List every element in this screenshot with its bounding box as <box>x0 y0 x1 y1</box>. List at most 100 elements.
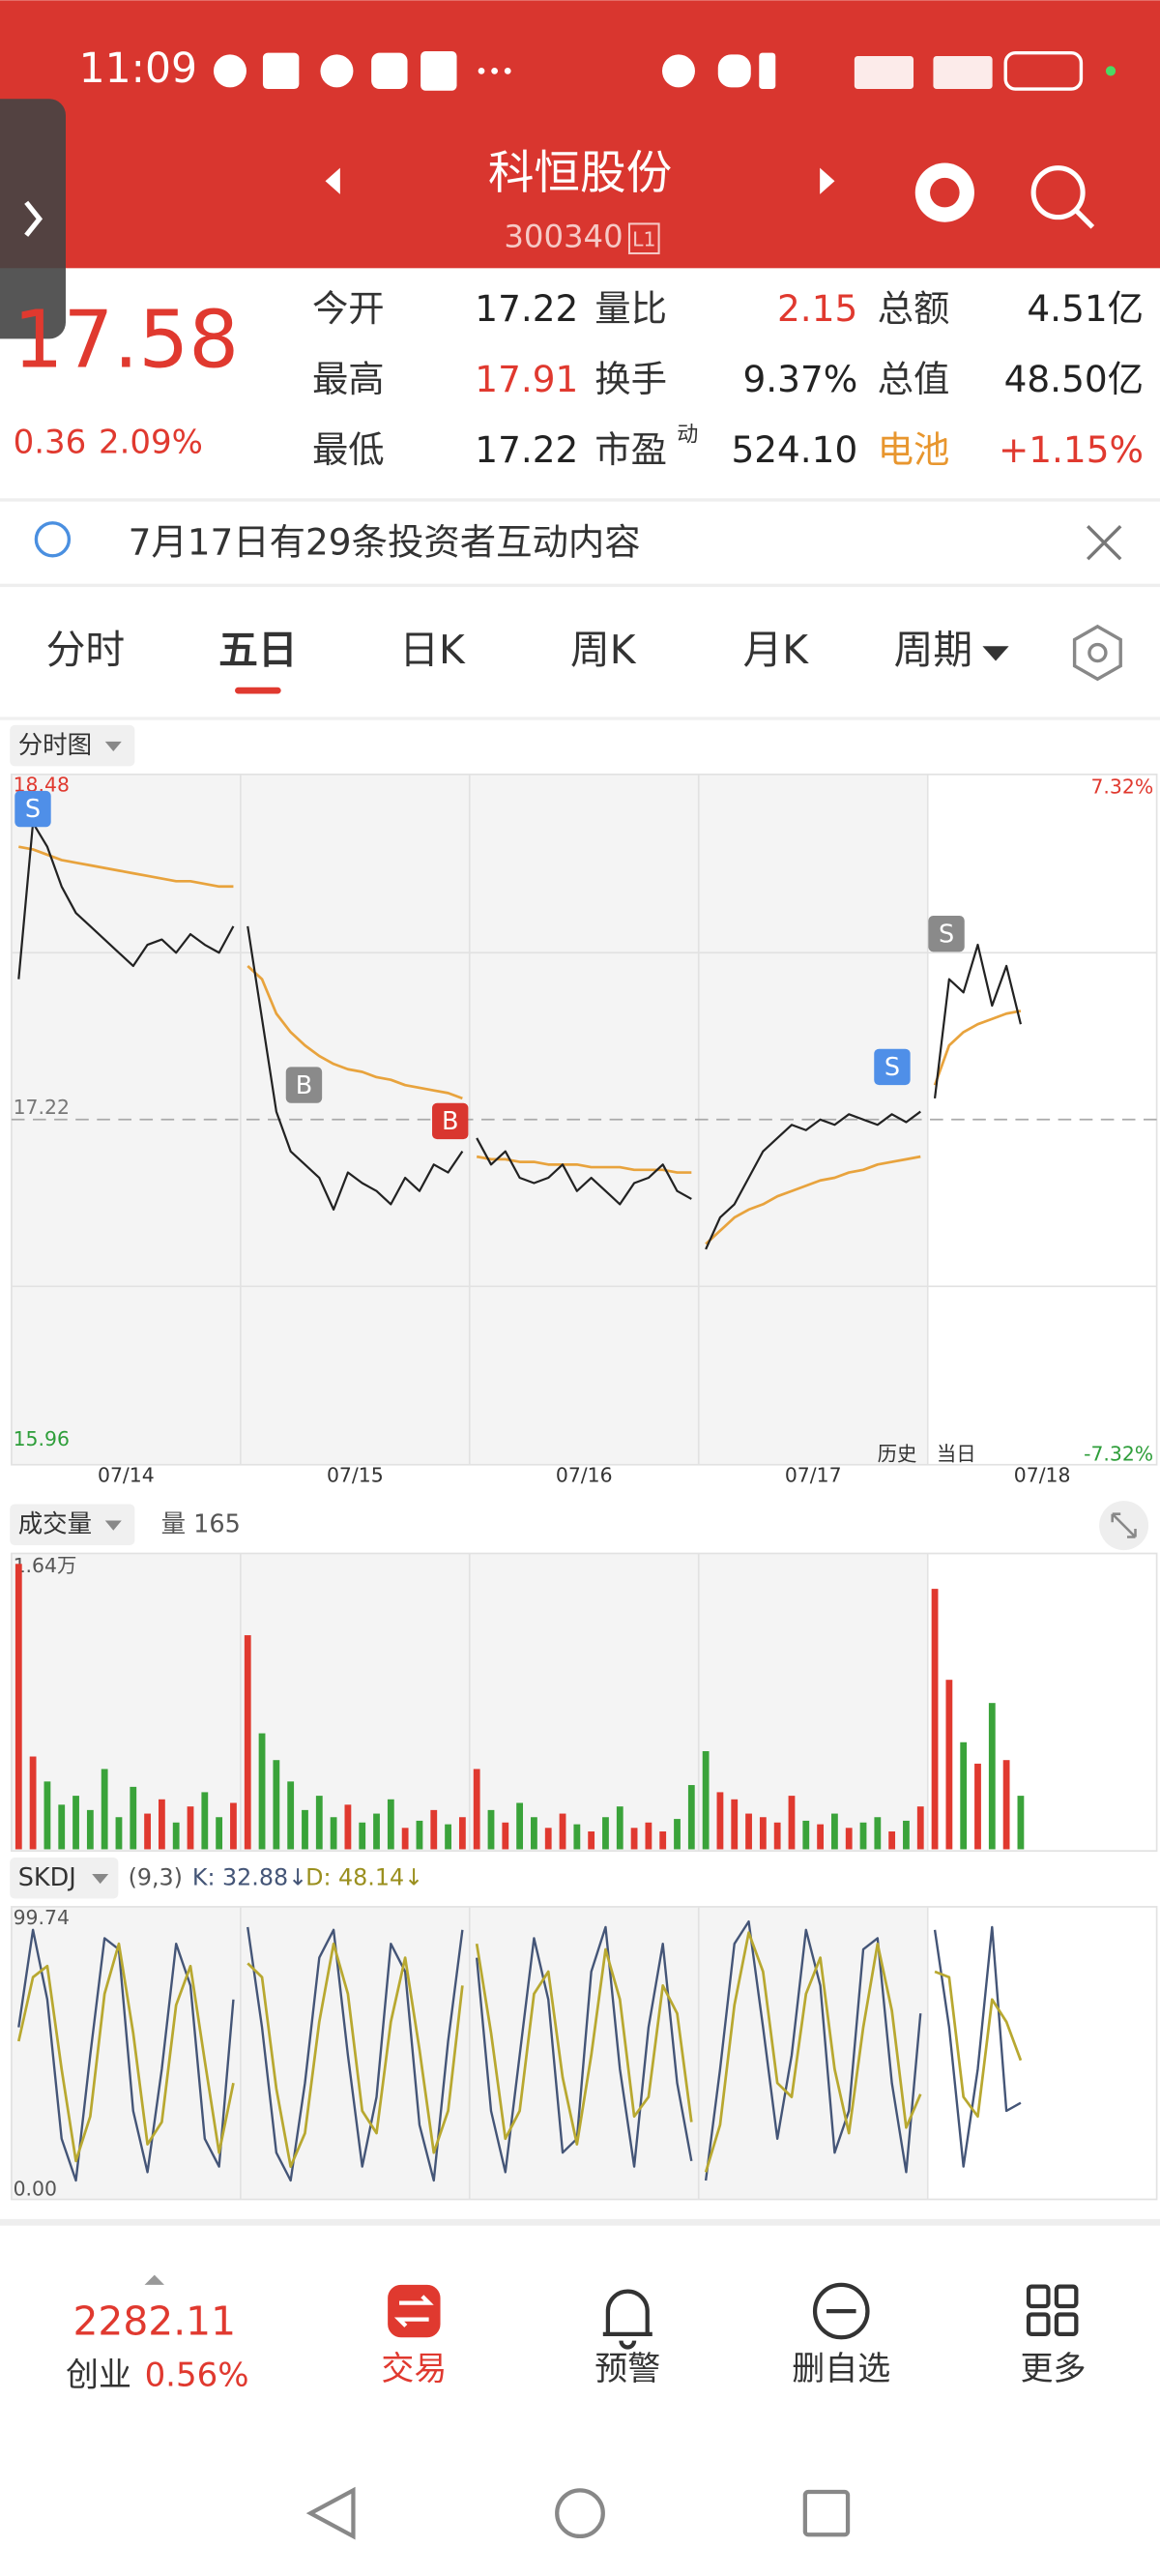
d-line <box>934 1970 1023 2119</box>
field-label: 今开 <box>312 287 385 330</box>
header-bg <box>0 0 1160 269</box>
d-label: D: 48.14↓ <box>305 1864 423 1891</box>
volume-bar <box>158 1799 165 1850</box>
volume-bar <box>845 1828 853 1850</box>
volume-bar <box>903 1820 910 1850</box>
price-line <box>17 821 235 980</box>
date-label: 07/15 <box>327 1464 384 1487</box>
volume-bar <box>674 1819 681 1850</box>
nav-label[interactable]: 更多 <box>1021 2350 1087 2388</box>
index-value[interactable]: 2282.11 <box>72 2298 236 2345</box>
d-line <box>475 1943 693 2146</box>
tab[interactable]: 日K <box>399 627 466 673</box>
trade-marker <box>432 1102 469 1140</box>
volume-bar <box>244 1635 251 1850</box>
panel-select[interactable] <box>10 724 135 767</box>
tab[interactable]: 分时 <box>46 627 126 673</box>
settings-icon[interactable] <box>1072 624 1122 682</box>
trade-marker <box>928 916 965 952</box>
tab[interactable]: 月K <box>743 627 810 673</box>
volume-bar <box>287 1781 295 1850</box>
volume-bar <box>230 1802 237 1850</box>
tab[interactable]: 周期 <box>894 627 973 673</box>
battery <box>1003 50 1084 91</box>
notice[interactable]: 7月17日有29条投资者互动内容 <box>129 520 641 563</box>
volume-bar <box>473 1769 480 1850</box>
pct-top: 7.32% <box>1090 775 1153 798</box>
tab[interactable]: 五日 <box>218 627 298 673</box>
volume-bar <box>86 1809 94 1850</box>
alert-icon[interactable] <box>602 2289 652 2350</box>
search-icon[interactable] <box>1030 165 1086 220</box>
volume-bar <box>216 1817 223 1850</box>
volume-bar <box>115 1817 123 1850</box>
volume-bar <box>502 1822 509 1850</box>
volume-label: 成交量 <box>18 1510 92 1539</box>
volume-bar <box>616 1806 624 1850</box>
pct-bottom: -7.32% <box>1084 1443 1153 1466</box>
back-button[interactable] <box>305 2486 356 2540</box>
status-dot <box>1105 66 1116 76</box>
kdj-params: (9,3) <box>129 1864 183 1891</box>
volume-bar <box>960 1742 968 1850</box>
volume-bar <box>401 1828 409 1850</box>
volume-bar <box>273 1760 280 1850</box>
field-label: 电池 <box>878 428 950 471</box>
tab-dropdown <box>982 646 1009 661</box>
panel-label: 分时图 <box>18 731 92 760</box>
volume-bar <box>416 1820 423 1850</box>
panel-select[interactable] <box>10 1504 135 1546</box>
field-label: 最低 <box>312 428 385 471</box>
volume-bar <box>258 1733 266 1850</box>
more-icon[interactable] <box>1026 2284 1079 2336</box>
field-label: 总额 <box>878 287 950 330</box>
volume-bar <box>559 1813 566 1850</box>
home-button[interactable] <box>555 2488 605 2539</box>
volume-bar <box>101 1769 108 1850</box>
bulb-icon <box>34 521 72 558</box>
remove-icon[interactable] <box>812 2282 870 2340</box>
price-line <box>476 1137 692 1206</box>
field-value: 524.10 <box>731 428 857 471</box>
close-notice[interactable] <box>1087 524 1122 561</box>
stock-code: 300340 <box>504 219 623 255</box>
volume-bar <box>387 1799 394 1850</box>
volume-bar <box>1017 1796 1025 1850</box>
volume-bar <box>859 1822 867 1850</box>
volume-bar <box>144 1813 151 1850</box>
volume-bar <box>544 1828 552 1850</box>
field-value: 4.51亿 <box>1027 287 1144 330</box>
volume-bar <box>630 1828 638 1850</box>
field-value: 17.91 <box>475 358 578 400</box>
date-label: 07/16 <box>556 1464 613 1487</box>
d-line <box>246 1942 464 2168</box>
volume-bar <box>802 1820 810 1850</box>
field-value: 17.22 <box>475 287 578 330</box>
nav-label[interactable]: 预警 <box>594 2350 660 2388</box>
next-arrow[interactable] <box>820 167 835 194</box>
volume-bar <box>44 1781 51 1850</box>
field-label: 量比 <box>594 287 667 330</box>
tab[interactable]: 周K <box>570 627 637 673</box>
divider <box>0 498 1160 502</box>
kdj-frame <box>11 1906 1158 2201</box>
date-label: 07/14 <box>98 1464 155 1487</box>
volume-bar <box>344 1804 352 1850</box>
volume-bar <box>588 1831 595 1850</box>
divider <box>0 2218 1160 2226</box>
side-tab[interactable] <box>0 99 66 339</box>
bottom-nav: 交易 预警 删自选 更多 <box>381 2350 1086 2388</box>
volume-bar <box>330 1817 337 1850</box>
y-tick-label: 17.22 <box>14 1096 70 1119</box>
recent-button[interactable] <box>802 2489 851 2537</box>
y-tick-label: 99.74 <box>14 1906 70 1929</box>
panel-select[interactable] <box>10 1857 119 1899</box>
nav-label[interactable]: 交易 <box>381 2350 447 2388</box>
nav-label[interactable]: 删自选 <box>792 2350 890 2388</box>
trade-icon[interactable] <box>388 2284 441 2338</box>
prev-arrow[interactable] <box>325 167 340 194</box>
volume-bar <box>831 1813 838 1850</box>
status-icons <box>213 50 993 91</box>
